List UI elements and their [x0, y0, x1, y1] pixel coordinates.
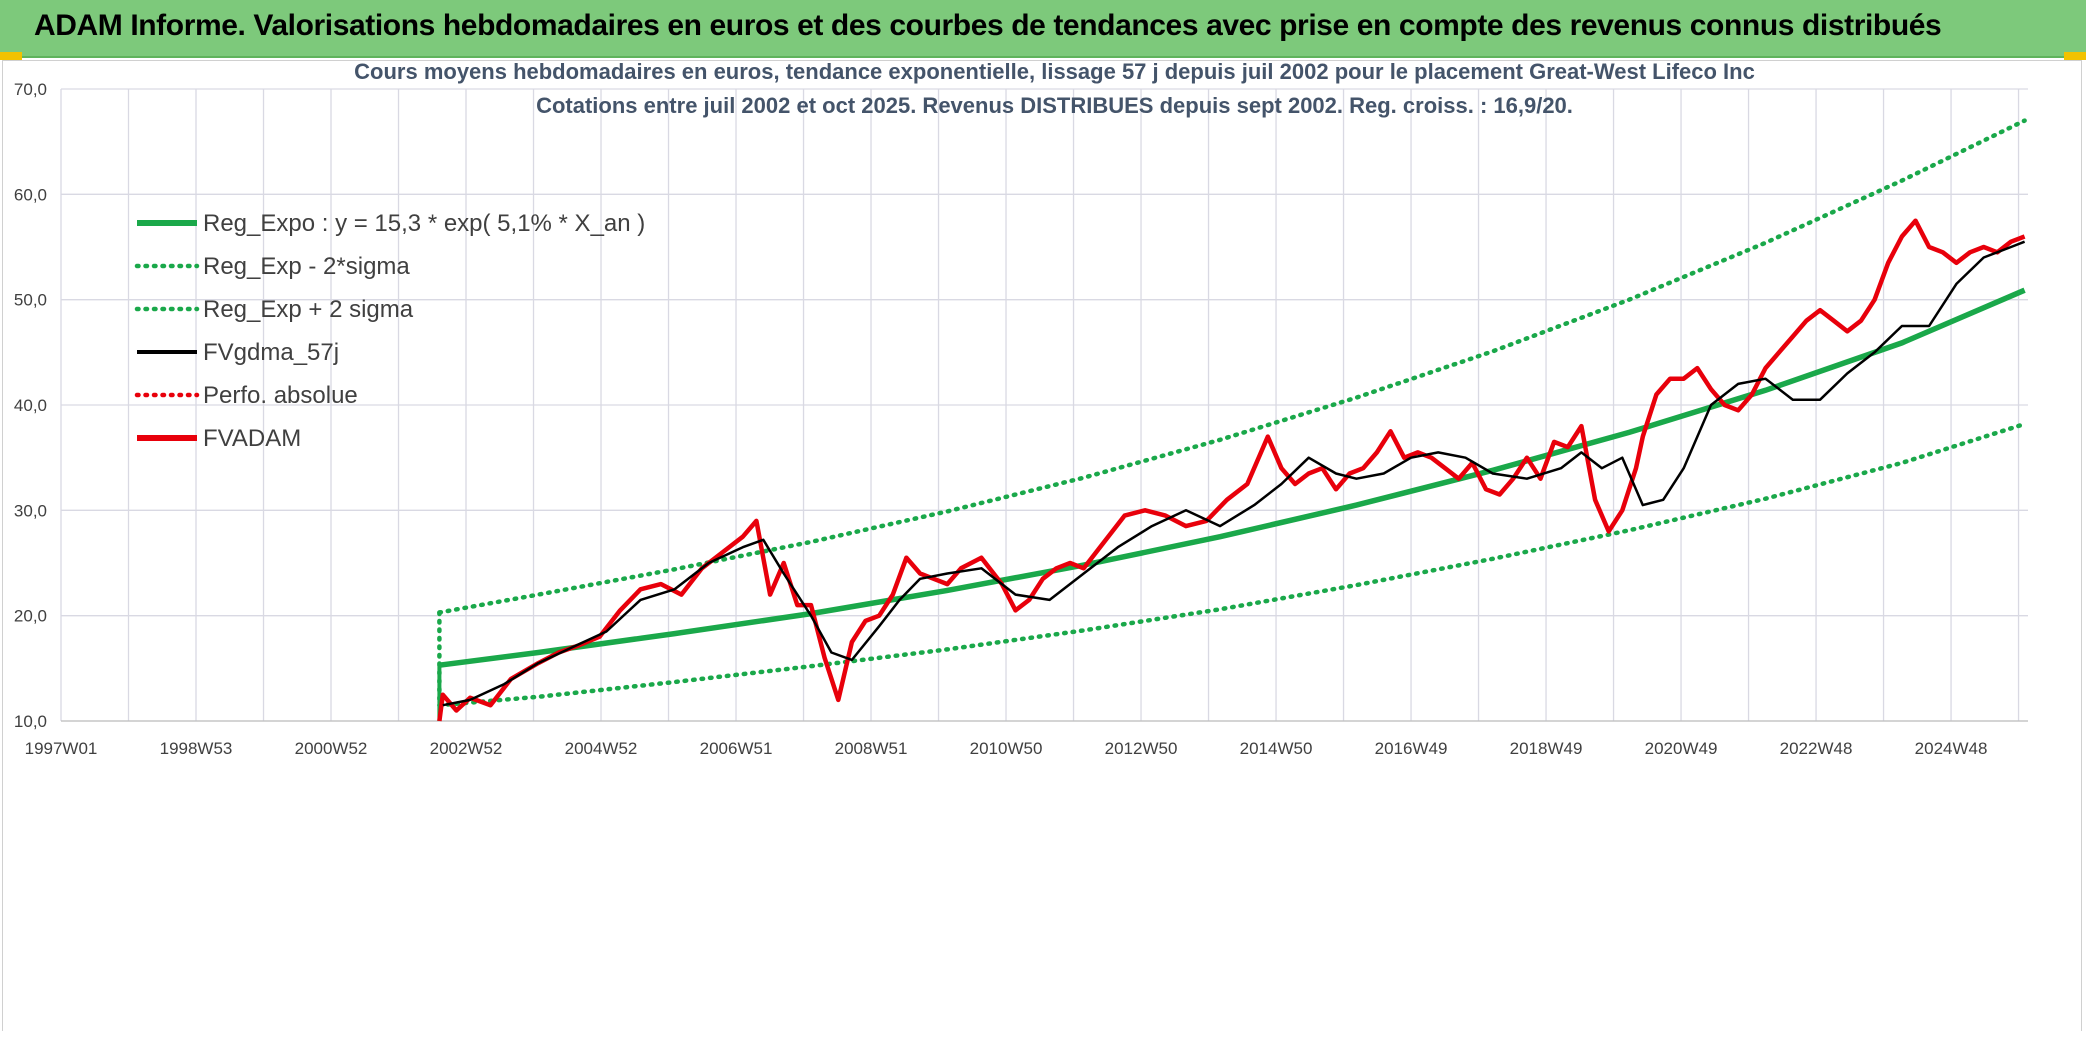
y-tick-label: 30,0	[14, 501, 47, 520]
series-fvgdma	[442, 240, 2026, 707]
x-tick-label: 2014W50	[1240, 739, 1313, 758]
series-reg-expo	[439, 287, 2026, 668]
x-tick-label: 1997W01	[25, 739, 98, 758]
y-tick-label: 60,0	[14, 185, 47, 204]
legend-label-reg_plus: Reg_Exp + 2 sigma	[203, 296, 414, 323]
series-reg-minus-2sigma	[437, 421, 2027, 708]
x-tick-label: 2002W52	[430, 739, 503, 758]
x-tick-label: 2024W48	[1915, 739, 1988, 758]
x-tick-label: 2000W52	[295, 739, 368, 758]
x-tick-label: 2020W49	[1645, 739, 1718, 758]
x-tick-label: 2010W50	[970, 739, 1043, 758]
series-reg-plus-2sigma	[437, 118, 2027, 615]
x-tick-label: 2006W51	[700, 739, 773, 758]
y-tick-label: 20,0	[14, 607, 47, 626]
legend-label-fvadam: FVADAM	[203, 425, 301, 452]
y-tick-label: 70,0	[14, 80, 47, 99]
chart-area: 10,0 20,0 30,0 40,0 50,0 60,0 70,0 1997W01 1998W…	[2, 60, 2082, 1033]
bottom-strip	[0, 1031, 2086, 1037]
x-tick-label: 2008W51	[835, 739, 908, 758]
x-tick-label: 2004W52	[565, 739, 638, 758]
y-tick-label: 40,0	[14, 396, 47, 415]
x-tick-label: 2018W49	[1510, 739, 1583, 758]
legend-label-fvgdma: FVgdma_57j	[203, 339, 339, 366]
page-title: ADAM Informe. Valorisations hebdomadaire…	[34, 9, 1942, 42]
x-tick-label: 2016W49	[1375, 739, 1448, 758]
header-corner-left	[0, 52, 22, 60]
y-tick-label: 10,0	[14, 712, 47, 731]
series-fvadam	[437, 218, 2026, 722]
header-corner-right	[2064, 52, 2086, 60]
legend-label-reg_minus: Reg_Exp - 2*sigma	[203, 253, 410, 280]
x-tick-label: 1998W53	[160, 739, 233, 758]
trend-chart: 10,0 20,0 30,0 40,0 50,0 60,0 70,0 1997W01 1998W…	[14, 61, 2028, 758]
x-tick-label: 2012W50	[1105, 739, 1178, 758]
legend-label-perfo: Perfo. absolue	[203, 382, 358, 409]
header-bar: ADAM Informe. Valorisations hebdomadaire…	[0, 0, 2086, 60]
y-tick-label: 50,0	[14, 291, 47, 310]
x-tick-label: 2022W48	[1780, 739, 1853, 758]
chart-title: Cours moyens hebdomadaires en euros, ten…	[354, 61, 1755, 84]
legend-label-reg_expo: Reg_Expo : y = 15,3 * exp( 5,1% * X_an )	[203, 210, 645, 237]
chart-subtitle: Cotations entre juil 2002 et oct 2025. R…	[536, 93, 1573, 118]
